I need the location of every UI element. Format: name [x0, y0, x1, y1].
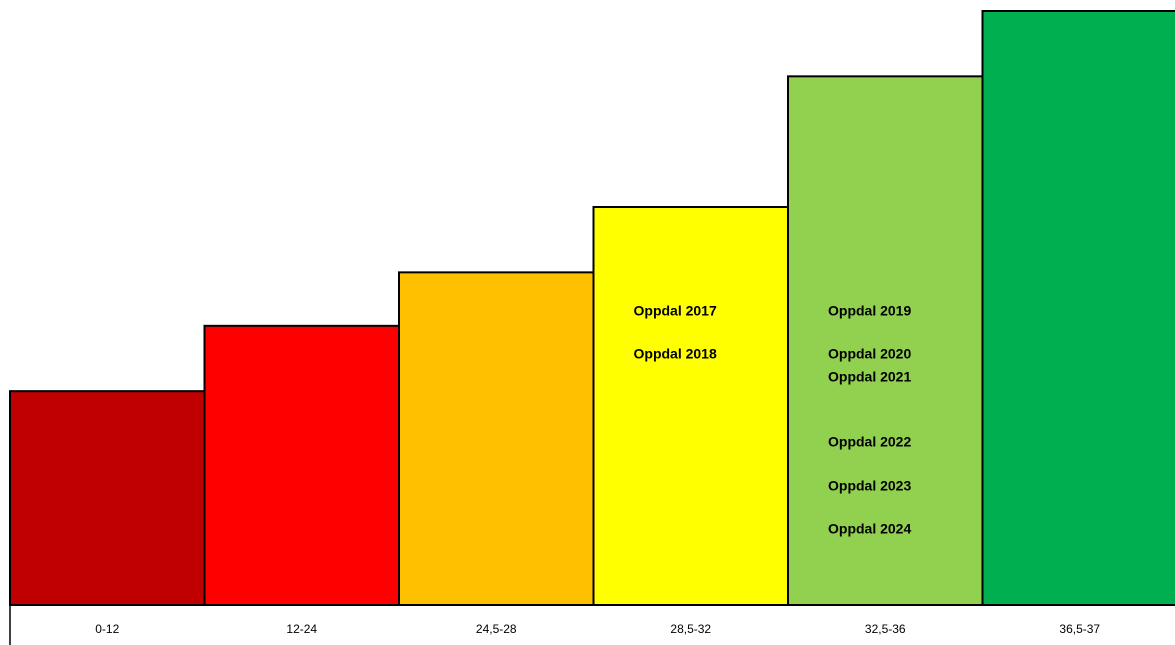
annotation: Oppdal 2022	[828, 434, 911, 450]
annotation: Oppdal 2020	[828, 346, 911, 362]
bar	[9, 390, 206, 606]
annotation: Oppdal 2018	[634, 346, 717, 362]
x-tick-label: 28,5-32	[670, 622, 711, 636]
annotation: Oppdal 2019	[828, 303, 911, 319]
x-tick-label: 12-24	[286, 622, 317, 636]
bar	[981, 10, 1175, 606]
x-tick-label: 0-12	[95, 622, 119, 636]
x-tick-label: 36,5-37	[1059, 622, 1100, 636]
x-tick-label: 32,5-36	[865, 622, 906, 636]
annotation: Oppdal 2021	[828, 369, 911, 385]
bar	[398, 271, 595, 606]
annotation: Oppdal 2017	[634, 303, 717, 319]
x-tick-label: 24,5-28	[476, 622, 517, 636]
bar	[787, 75, 984, 606]
bar	[203, 324, 400, 606]
bar	[592, 206, 789, 607]
annotation: Oppdal 2023	[828, 478, 911, 494]
annotation: Oppdal 2024	[828, 521, 911, 537]
